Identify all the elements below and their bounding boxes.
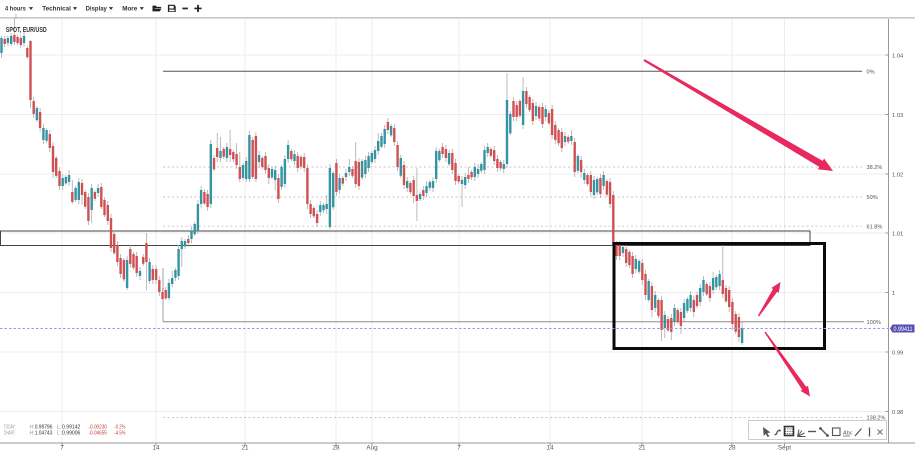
svg-text:-0.2%: -0.2% [114, 425, 125, 431]
svg-text:1: 1 [892, 291, 895, 297]
svg-text:Display: Display [86, 5, 107, 12]
svg-text:L:: L: [57, 425, 61, 431]
svg-text:28: 28 [728, 445, 736, 452]
svg-text:1.04: 1.04 [892, 53, 904, 59]
svg-text:TODAY:: TODAY: [4, 425, 16, 431]
svg-text:1.04743: 1.04743 [35, 430, 53, 436]
svg-text:More: More [122, 5, 137, 12]
svg-text:61.8%: 61.8% [867, 224, 883, 230]
svg-text:Technical: Technical [42, 5, 71, 12]
svg-text:7: 7 [457, 445, 461, 452]
svg-text:21: 21 [638, 445, 646, 452]
svg-text:138.2%: 138.2% [867, 416, 886, 422]
svg-text:SPOT, EUR/USD: SPOT, EUR/USD [6, 27, 47, 34]
svg-text:L:: L: [57, 430, 61, 436]
svg-text:H:: H: [30, 425, 35, 431]
svg-text:4 hours: 4 hours [5, 5, 26, 12]
svg-text:1.02: 1.02 [892, 172, 903, 178]
svg-text:14: 14 [152, 445, 160, 452]
svg-text:50%: 50% [867, 195, 878, 201]
svg-text:CHART:: CHART: [4, 430, 16, 436]
svg-text:0%: 0% [867, 70, 875, 76]
svg-text:Aug: Aug [366, 445, 378, 452]
svg-text:H:: H: [30, 430, 35, 436]
svg-text:-4.5%: -4.5% [114, 430, 125, 436]
svg-text:Abc: Abc [842, 431, 853, 437]
svg-text:38.2%: 38.2% [867, 165, 883, 171]
svg-text:28: 28 [332, 445, 340, 452]
svg-text:0.99: 0.99 [892, 350, 903, 356]
svg-text:-0.00230: -0.00230 [89, 425, 107, 431]
svg-text:0.99142: 0.99142 [62, 425, 80, 431]
svg-text:-0.04655: -0.04655 [89, 430, 107, 436]
svg-text:0.99796: 0.99796 [35, 425, 53, 431]
svg-text:0.99006: 0.99006 [62, 430, 80, 436]
svg-text:1.03: 1.03 [892, 113, 903, 119]
svg-text:0.98: 0.98 [892, 410, 903, 416]
svg-text:1.01: 1.01 [892, 231, 903, 237]
svg-text:14: 14 [546, 445, 554, 452]
svg-text:0.99411: 0.99411 [894, 327, 914, 333]
svg-text:100%: 100% [867, 320, 881, 326]
svg-text:7: 7 [60, 445, 64, 452]
svg-text:21: 21 [241, 445, 249, 452]
svg-text:Sept: Sept [778, 445, 791, 452]
